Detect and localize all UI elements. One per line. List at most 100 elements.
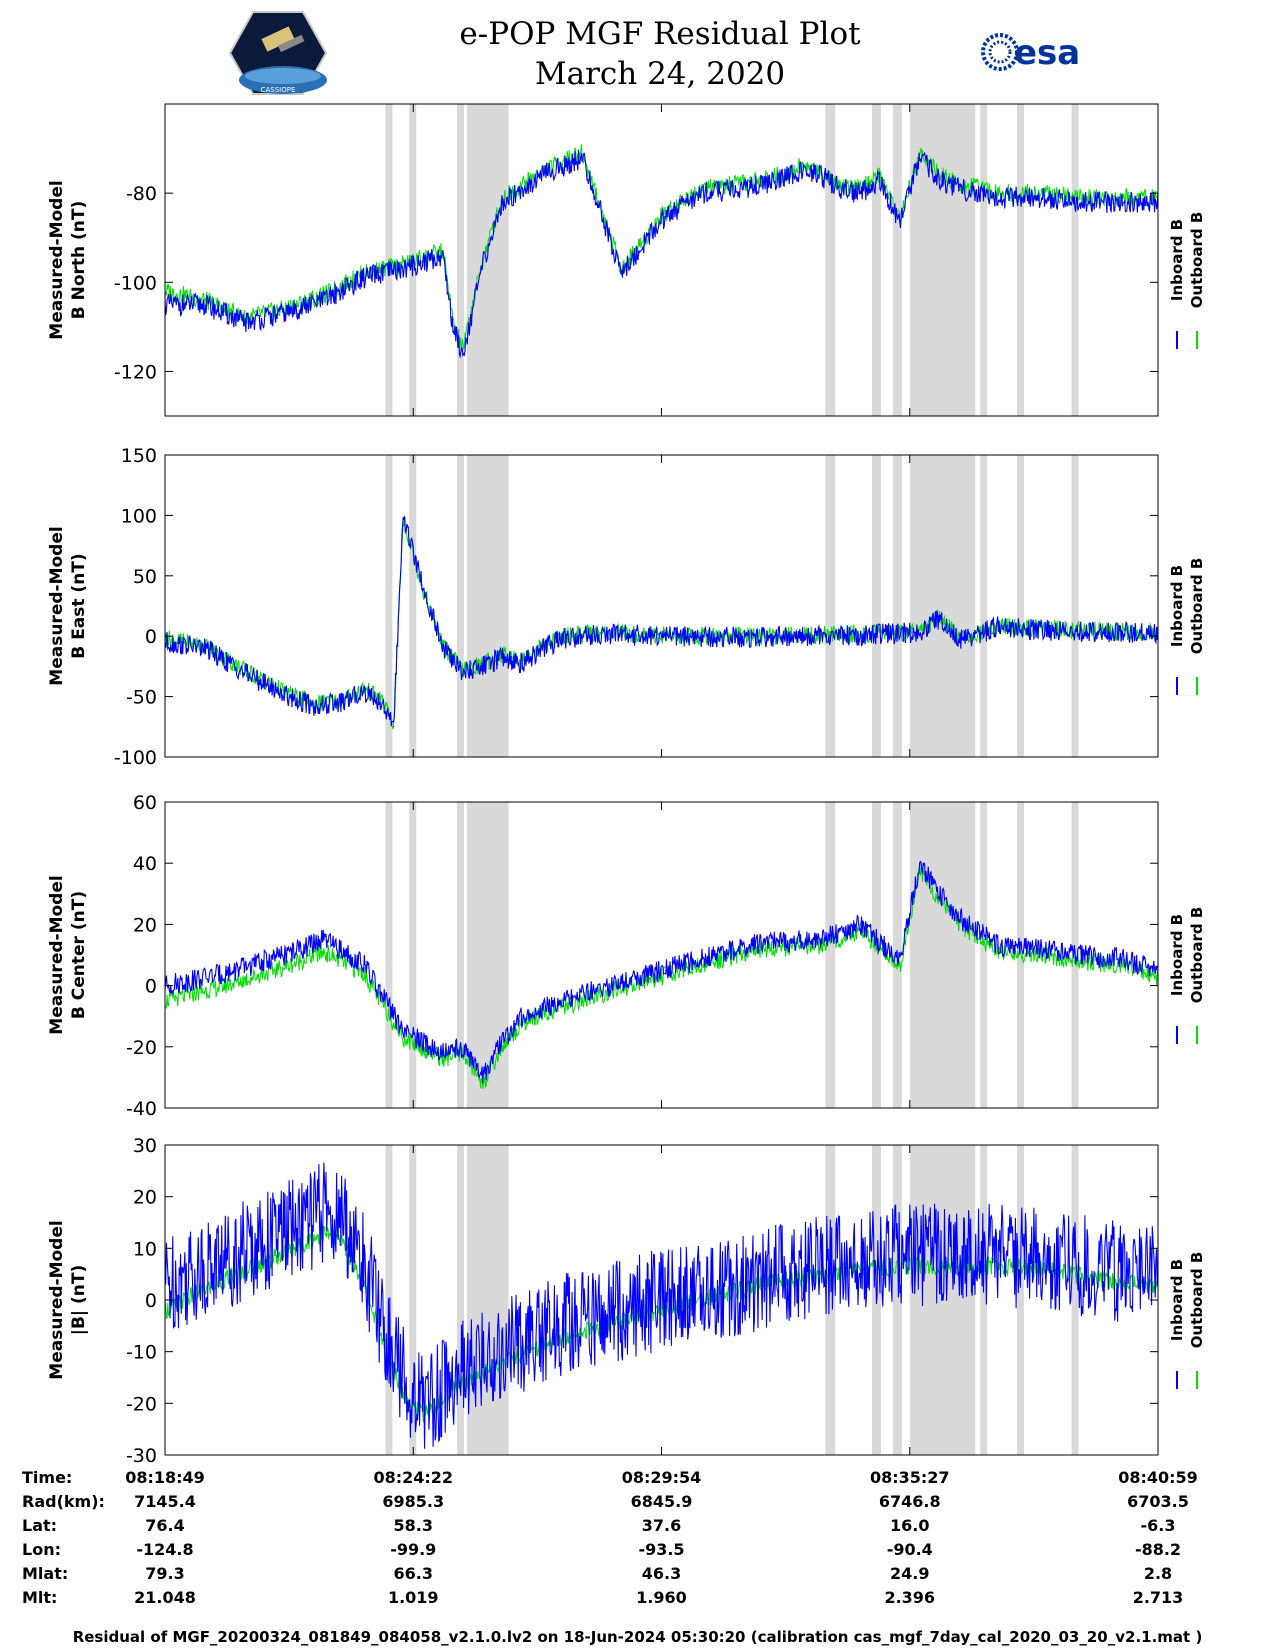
shaded-interval-4-5 xyxy=(825,1145,836,1455)
ytick-label-3-2: -20 xyxy=(126,1037,157,1059)
ytick-label-1-2: -100 xyxy=(114,272,157,294)
legend-label-inboard-panel-3: Inboard B xyxy=(1168,914,1186,996)
footer-row-label: Mlt: xyxy=(22,1588,58,1607)
ytick-label-2-1: -100 xyxy=(114,747,157,769)
footer-value-time: 08:35:27 xyxy=(869,1468,950,1487)
shaded-interval-4-7 xyxy=(892,1145,902,1455)
ytick-label-2-6: 150 xyxy=(121,445,157,467)
ytick-label-2-3: 0 xyxy=(145,626,157,648)
footer-value-mlat: 79.3 xyxy=(145,1564,185,1583)
orbit-info-table: Time: Rad(km): Lat: Lon: Mlat: Mlt: 08:18:49 71… xyxy=(0,1468,1275,1618)
footer-value-mlat: 46.3 xyxy=(641,1564,682,1583)
ytick-label-1-3: -80 xyxy=(126,183,157,205)
shaded-interval-3-3 xyxy=(456,802,464,1108)
ytick-label-4-6: 20 xyxy=(133,1187,157,1209)
shaded-interval-2-8 xyxy=(909,455,976,757)
footer-value-lat: -6.3 xyxy=(1140,1516,1176,1535)
footer-value-time: 08:24:22 xyxy=(373,1468,454,1487)
shaded-interval-1-9 xyxy=(980,104,988,416)
ylabel-line1-panel-4: Measured-Model xyxy=(47,1220,67,1379)
cassiope-logo: CASSIOPE xyxy=(228,10,328,96)
ytick-label-4-3: -10 xyxy=(126,1342,157,1364)
shaded-interval-2-4 xyxy=(466,455,509,757)
title-line2: March 24, 2020 xyxy=(534,56,786,92)
ylabel-line1-panel-3: Measured-Model xyxy=(47,875,67,1034)
inboard-series-panel-1 xyxy=(165,149,1158,359)
footer-value-rad: 6985.3 xyxy=(382,1492,445,1511)
outboard-series-panel-3 xyxy=(165,863,1158,1090)
footer-value-time: 08:40:59 xyxy=(1118,1468,1198,1487)
shaded-interval-3-10 xyxy=(1016,802,1024,1108)
shaded-interval-1-5 xyxy=(825,104,836,416)
shaded-interval-4-11 xyxy=(1071,1145,1079,1455)
shaded-interval-4-3 xyxy=(456,1145,464,1455)
inboard-series-panel-4 xyxy=(165,1162,1158,1449)
footer-value-lat: 16.0 xyxy=(890,1516,930,1535)
shaded-interval-3-2 xyxy=(409,802,417,1108)
shaded-interval-3-9 xyxy=(980,802,988,1108)
page-title: e-POP MGF Residual Plot March 24, 2020 xyxy=(380,14,940,94)
outboard-series-panel-2 xyxy=(165,518,1158,730)
shaded-interval-3-5 xyxy=(825,802,836,1108)
ytick-label-3-1: -40 xyxy=(126,1098,157,1120)
esa-logo: esa xyxy=(978,30,1098,74)
ylabel-line1-panel-1: Measured-Model xyxy=(47,180,67,339)
footer-value-lon: -88.2 xyxy=(1134,1540,1182,1559)
footer-value-mlat: 2.8 xyxy=(1143,1564,1173,1583)
cassiope-logo-text: CASSIOPE xyxy=(261,86,296,94)
footer-value-mlt: 21.048 xyxy=(134,1588,196,1607)
outboard-series-panel-1 xyxy=(165,144,1158,351)
shaded-interval-2-1 xyxy=(385,455,393,757)
shaded-interval-3-4 xyxy=(466,802,509,1108)
ytick-label-3-4: 20 xyxy=(133,914,157,936)
legend-label-inboard-panel-1: Inboard B xyxy=(1168,219,1186,301)
shaded-interval-4-10 xyxy=(1016,1145,1024,1455)
ylabel-line2-panel-2: B East (nT) xyxy=(69,553,89,658)
shaded-interval-2-9 xyxy=(980,455,988,757)
footer-value-lon: -93.5 xyxy=(638,1540,685,1559)
ylabel-line2-panel-1: B North (nT) xyxy=(69,201,89,320)
legend-label-outboard-panel-1: Outboard B xyxy=(1188,212,1206,309)
footer-value-mlat: 24.9 xyxy=(890,1564,930,1583)
title-line1: e-POP MGF Residual Plot xyxy=(459,16,861,52)
shaded-interval-2-10 xyxy=(1016,455,1024,757)
ytick-label-3-3: 0 xyxy=(145,976,157,998)
ytick-label-4-5: 10 xyxy=(133,1238,157,1260)
footer-row-label: Lat: xyxy=(22,1516,58,1535)
ytick-label-3-5: 40 xyxy=(133,853,157,875)
inboard-series-panel-3 xyxy=(165,860,1158,1084)
shaded-interval-3-6 xyxy=(872,802,881,1108)
footer-value-mlt: 2.713 xyxy=(1132,1588,1184,1607)
ylabel-line1-panel-2: Measured-Model xyxy=(47,526,67,685)
caption: Residual of MGF_20200324_081849_084058_v… xyxy=(72,1628,1203,1646)
shaded-interval-1-6 xyxy=(872,104,881,416)
footer-value-mlt: 2.396 xyxy=(884,1588,936,1607)
ytick-label-4-4: 0 xyxy=(145,1290,157,1312)
shaded-interval-3-1 xyxy=(385,802,393,1108)
footer-value-mlt: 1.960 xyxy=(636,1588,687,1607)
inboard-series-panel-2 xyxy=(165,516,1158,727)
footer-value-lon: -90.4 xyxy=(886,1540,933,1559)
shaded-interval-4-4 xyxy=(466,1145,509,1455)
footer-row-label: Time: xyxy=(22,1468,73,1487)
ytick-label-4-1: -30 xyxy=(126,1445,157,1465)
footer-value-time: 08:18:49 xyxy=(125,1468,205,1487)
ytick-label-4-2: -20 xyxy=(126,1393,157,1415)
footer-value-lon: -124.8 xyxy=(136,1540,194,1559)
axes-frame-panel-1 xyxy=(164,103,1159,417)
footer-value-time: 08:29:54 xyxy=(621,1468,702,1487)
footer-value-lat: 58.3 xyxy=(393,1516,433,1535)
ytick-label-2-5: 100 xyxy=(121,505,157,527)
shaded-interval-4-2 xyxy=(409,1145,417,1455)
esa-logo-text: esa xyxy=(1014,33,1080,73)
shaded-interval-2-6 xyxy=(872,455,881,757)
legend-label-outboard-panel-2: Outboard B xyxy=(1188,558,1206,655)
footer-value-mlat: 66.3 xyxy=(393,1564,433,1583)
legend-label-inboard-panel-4: Inboard B xyxy=(1168,1259,1186,1341)
footer-row-label: Rad(km): xyxy=(22,1492,105,1511)
header: CASSIOPE e-POP MGF Residual Plot March 2… xyxy=(0,0,1275,100)
shaded-interval-3-8 xyxy=(909,802,976,1108)
ytick-label-2-2: -50 xyxy=(126,687,157,709)
legend-label-outboard-panel-4: Outboard B xyxy=(1188,1252,1206,1349)
